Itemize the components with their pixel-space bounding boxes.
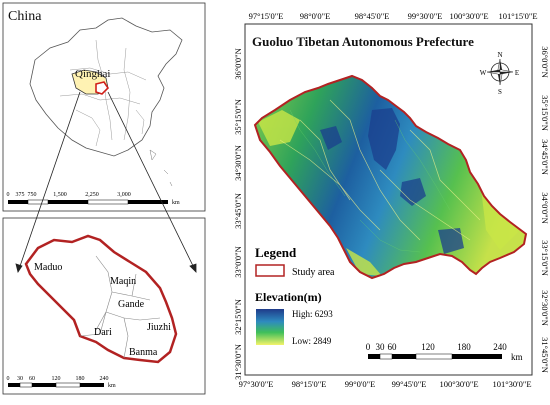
china-scale-label: 2,250 [85,192,99,198]
county-inset-panel: Maduo Maqin Gande Dari Jiuzhi Banma 0 30… [2,217,206,395]
county-boundaries [79,255,161,359]
top-lon-label: 99°30'0"E [408,11,443,21]
china-overview-panel: China Qinghai 0 375 [2,2,206,212]
compass-n: N [497,51,502,59]
inset-scale-label: 0 [7,376,10,382]
main-map-panel: Guoluo Tibetan Autonomous Prefecture 97°… [233,11,550,389]
county-label-jiuzhi: Jiuzhi [147,322,171,333]
top-lon-label: 101°15'0"E [498,11,537,21]
main-scale-label: 240 [493,342,507,352]
left-lat-label: 36°0'0"N [233,48,243,80]
left-lat-label: 31°30'0"N [233,344,243,380]
top-lon-label: 100°30'0"E [449,11,488,21]
main-map-title: Guoluo Tibetan Autonomous Prefecture [252,34,474,49]
china-scale-label: 3,000 [117,192,131,198]
right-lat-label: 35°15'0"N [540,95,550,131]
county-label-banma: Banma [129,347,158,358]
compass-e: E [515,69,519,77]
legend-title: Legend [255,245,297,260]
china-scale-label: 1,500 [53,192,67,198]
map-legend: Legend Study area Elevation(m) High: 629… [255,245,335,346]
bottom-lon-label: 99°0'0"E [345,379,376,389]
county-label-dari: Dari [94,327,112,338]
qinghai-label: Qinghai [75,68,110,80]
elevation-low-label: Low: 2849 [292,336,332,346]
china-scale-unit: km [172,200,180,206]
china-scale-label: 750 [28,192,37,198]
china-scale-bar: 0 375 750 1,500 2,250 3,000 km [7,192,181,206]
china-scale-label: 375 [16,192,25,198]
main-scale-label: 180 [457,342,471,352]
china-panel-title: China [8,9,42,24]
left-lat-label: 34°30'0"N [233,145,243,181]
study-area-marker [95,81,110,95]
left-lat-label: 33°0'0"N [233,246,243,278]
inset-scale-label: 240 [100,376,109,382]
elevation-title: Elevation(m) [255,290,322,304]
bottom-lon-label: 97°30'0"E [239,379,274,389]
right-lat-label: 31°45'0"N [540,337,550,373]
elevation-high-label: High: 6293 [292,309,333,319]
main-scale-bar: 0 30 60 120 180 240 km [366,342,523,362]
main-scale-label: 120 [421,342,435,352]
inset-scale-label: 60 [29,376,35,382]
county-label-maduo: Maduo [34,262,62,273]
inset-scale-label: 30 [17,376,23,382]
main-scale-label: 60 [388,342,398,352]
bottom-lon-label: 100°30'0"E [439,379,478,389]
inset-scale-bar: 0 30 60 120 180 240 km [7,376,117,389]
main-scale-unit: km [511,352,523,362]
inset-scale-unit: km [108,383,116,389]
right-lat-label: 34°45'0"N [540,139,550,175]
right-lat-label: 32°30'0"N [540,290,550,326]
county-label-maqin: Maqin [110,276,136,287]
compass-w: W [480,69,487,77]
inset-prefecture-outline [24,234,178,364]
top-lon-label: 98°45'0"E [355,11,390,21]
prefecture-boundary [253,74,528,280]
zoom-connectors [15,91,197,273]
compass-s: S [498,88,502,96]
bottom-lon-label: 101°30'0"E [492,379,531,389]
bottom-lon-label: 99°45'0"E [392,379,427,389]
top-lon-label: 98°0'0"E [300,11,331,21]
left-lat-label: 32°15'0"N [233,299,243,335]
top-lon-label: 97°15'0"E [249,11,284,21]
county-label-gande: Gande [118,299,145,310]
elevation-color-ramp [256,309,284,345]
right-lat-label: 33°15'0"N [540,240,550,276]
main-scale-label: 30 [376,342,386,352]
south-sea-islands [149,149,173,187]
inset-scale-label: 120 [52,376,61,382]
right-lat-label: 36°0'0"N [540,46,550,78]
study-area-swatch [255,264,285,277]
right-lat-label: 34°0'0"N [540,192,550,224]
left-lat-label: 33°45'0"N [233,193,243,229]
china-scale-label: 0 [7,192,10,198]
north-arrow-compass: N S E W [480,51,519,96]
study-area-label: Study area [292,267,335,278]
left-lat-label: 35°15'0"N [233,99,243,135]
bottom-lon-label: 98°15'0"E [292,379,327,389]
main-scale-label: 0 [366,342,371,352]
inset-scale-label: 180 [76,376,85,382]
province-boundaries [59,39,147,147]
